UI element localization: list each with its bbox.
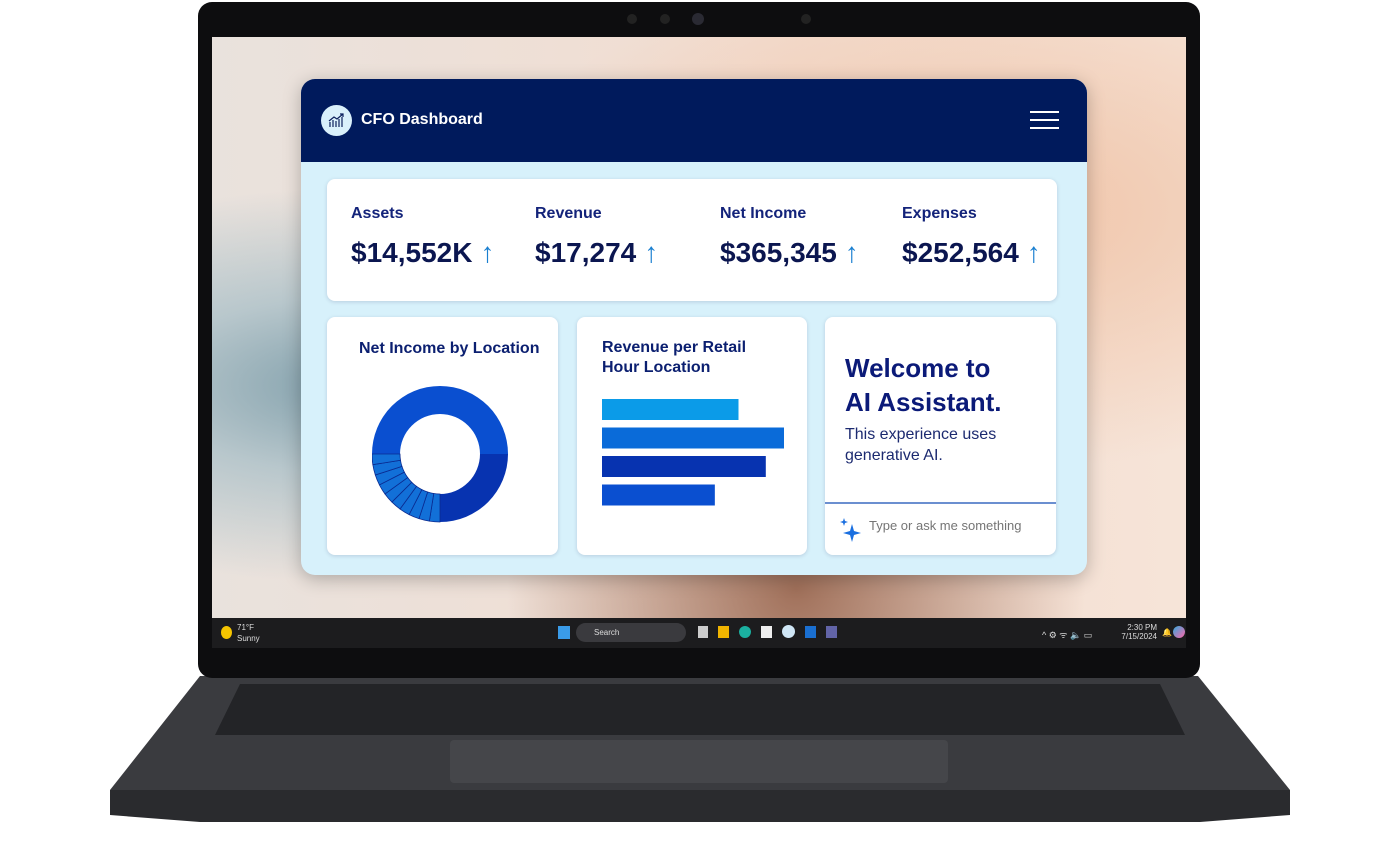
kpi-label: Assets — [351, 205, 404, 222]
start-button[interactable] — [558, 626, 570, 639]
hamburger-menu-button[interactable] — [1030, 111, 1059, 129]
sparkle-icon — [840, 518, 861, 542]
app-title: CFO Dashboard — [361, 111, 483, 128]
donut-slice[interactable] — [372, 453, 401, 466]
kpi-assets: Assets $14,552K ↑ — [351, 205, 494, 269]
bar[interactable] — [602, 456, 766, 477]
notification-bell-icon[interactable]: 🔔 — [1162, 628, 1172, 637]
kpi-value: $17,274 — [535, 237, 637, 268]
kpi-card: Assets $14,552K ↑ Revenue $17,274 ↑ Net Inco… — [327, 179, 1057, 301]
dashboard-app-icon[interactable] — [782, 625, 795, 638]
arrow-up-icon: ↑ — [480, 237, 495, 268]
assistant-subtitle: This experience uses generative AI. — [845, 426, 997, 464]
donut-slice[interactable] — [372, 386, 508, 454]
edge-icon[interactable] — [739, 626, 751, 638]
bar[interactable] — [602, 427, 784, 449]
arrow-up-icon: ↑ — [644, 237, 659, 268]
bar[interactable] — [602, 484, 715, 506]
dashboard-window: CFO Dashboard Assets $14,552K ↑ Revenue $17… — [301, 79, 1087, 575]
kpi-label: Revenue — [535, 205, 602, 222]
kpi-value: $252,564 — [902, 237, 1019, 268]
outlook-icon[interactable] — [805, 626, 816, 638]
sun-icon — [221, 626, 232, 639]
arrow-up-icon: ↑ — [1026, 237, 1041, 268]
file-explorer-icon[interactable] — [718, 626, 729, 638]
chart-title: Revenue per Retail Hour Location — [602, 339, 747, 376]
net-income-card[interactable]: Net Income by Location — [327, 317, 558, 555]
app-header: CFO Dashboard — [301, 79, 1087, 162]
chart-title: Net Income by Location — [359, 340, 540, 357]
assistant-title: Welcome to AI Assistant. — [845, 353, 1002, 417]
bar[interactable] — [602, 399, 739, 420]
task-view-icon[interactable] — [698, 626, 708, 638]
search-box[interactable]: Search — [576, 623, 686, 642]
kpi-net-income: Net Income $365,345 ↑ — [720, 205, 859, 269]
copilot-icon[interactable] — [1173, 626, 1185, 638]
weather-temp[interactable]: 71°F — [237, 623, 254, 632]
kpi-label: Net Income — [720, 205, 807, 222]
assistant-input[interactable] — [869, 518, 1044, 533]
donut-slice[interactable] — [440, 454, 508, 522]
teams-icon[interactable] — [826, 626, 837, 638]
taskbar: 71°F Sunny Search ^ ⚙ ᯤ 🔈 ▭ 2:30 PM 7/15/… — [212, 618, 1186, 648]
kpi-revenue: Revenue $17,274 ↑ — [535, 205, 658, 269]
weather-desc[interactable]: Sunny — [237, 634, 260, 643]
ai-assistant-card: Welcome to AI Assistant. This experience … — [825, 317, 1056, 555]
kpi-value: $14,552K — [351, 237, 473, 268]
revenue-card[interactable]: Revenue per Retail Hour Location — [577, 317, 807, 555]
kpi-value: $365,345 — [720, 237, 837, 268]
kpi-label: Expenses — [902, 205, 977, 222]
kpi-expenses: Expenses $252,564 ↑ — [902, 205, 1041, 269]
assistant-input-area — [825, 502, 1056, 555]
bar-chart — [602, 399, 784, 506]
desktop-screen: CFO Dashboard Assets $14,552K ↑ Revenue $17… — [212, 37, 1186, 618]
clock[interactable]: 2:30 PM 7/15/2024 — [1121, 623, 1157, 641]
arrow-up-icon: ↑ — [844, 237, 859, 268]
donut-chart — [372, 386, 508, 523]
store-icon[interactable] — [761, 626, 772, 638]
system-tray-icons[interactable]: ^ ⚙ ᯤ 🔈 ▭ — [1042, 630, 1093, 640]
chart-trend-icon — [321, 105, 352, 136]
